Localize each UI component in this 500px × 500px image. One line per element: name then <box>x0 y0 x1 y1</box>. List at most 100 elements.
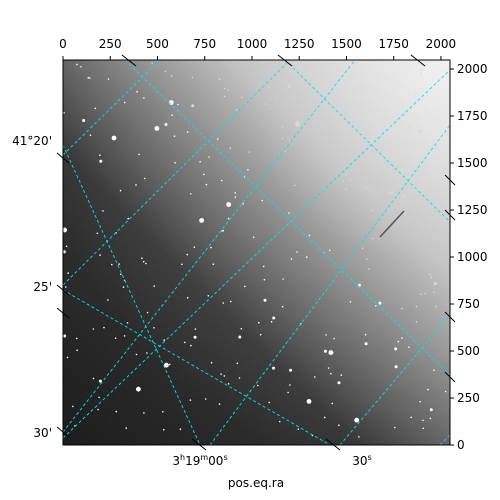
star <box>422 427 425 430</box>
star <box>397 340 400 343</box>
star <box>142 260 145 263</box>
star <box>400 185 402 188</box>
star <box>118 263 120 265</box>
star <box>186 253 189 256</box>
star <box>433 217 435 219</box>
star <box>65 245 68 248</box>
star <box>181 263 183 266</box>
star <box>364 342 368 346</box>
star <box>418 129 422 133</box>
star <box>264 103 267 105</box>
star <box>323 349 327 353</box>
star <box>411 145 413 148</box>
grid-line <box>63 60 291 286</box>
star <box>408 126 410 129</box>
star <box>220 373 222 375</box>
star <box>127 217 129 220</box>
plot-frame <box>62 59 451 446</box>
star <box>429 417 432 420</box>
x-tick-label: 1250 <box>284 37 315 51</box>
star <box>190 193 192 195</box>
star <box>226 202 232 207</box>
star <box>394 347 398 351</box>
star <box>199 160 201 163</box>
star <box>394 152 397 154</box>
star <box>430 276 433 279</box>
y-tick-label: 500 <box>457 344 480 358</box>
star <box>82 119 86 122</box>
star <box>199 218 205 223</box>
grid-line <box>209 124 450 445</box>
star <box>422 419 424 422</box>
star <box>99 154 101 156</box>
star <box>177 103 179 106</box>
star <box>281 305 284 308</box>
star <box>358 436 360 438</box>
star <box>426 188 429 190</box>
wcs-tick <box>56 307 70 319</box>
star <box>208 156 210 158</box>
star <box>349 124 353 128</box>
star <box>295 121 300 127</box>
satellite-streak <box>379 210 405 238</box>
star <box>281 126 284 128</box>
star <box>337 381 341 385</box>
star <box>406 150 409 153</box>
star <box>107 78 110 80</box>
star <box>368 268 370 270</box>
star <box>238 377 241 379</box>
image-noise <box>63 60 450 445</box>
coordinate-grid <box>63 60 450 445</box>
star <box>401 337 403 339</box>
star <box>263 298 267 302</box>
ra-tick-label-30s: 30s <box>352 453 371 468</box>
star <box>345 188 347 190</box>
star <box>205 183 208 186</box>
star <box>174 162 176 164</box>
star <box>247 168 249 171</box>
star <box>235 108 238 111</box>
star <box>240 327 243 330</box>
star <box>444 390 447 393</box>
star <box>136 90 138 93</box>
star <box>282 278 284 280</box>
star <box>346 82 349 85</box>
star <box>287 84 291 88</box>
x-tick-label: 0 <box>59 37 67 51</box>
y-tick-label: 1000 <box>457 250 488 264</box>
star <box>317 82 320 84</box>
star <box>433 369 435 372</box>
star <box>98 396 100 399</box>
star <box>234 192 236 194</box>
star <box>170 75 173 77</box>
ra-tick-label-3h19m00s: 3h19m00s <box>172 453 227 468</box>
wcs-tick <box>444 174 456 186</box>
star <box>210 246 212 249</box>
star <box>404 142 408 146</box>
star <box>410 416 413 419</box>
star <box>415 305 418 308</box>
star <box>289 368 293 372</box>
star <box>210 362 213 364</box>
star <box>323 416 326 419</box>
star <box>216 138 219 140</box>
wcs-tick <box>56 426 70 438</box>
star <box>234 196 237 198</box>
star <box>99 254 101 256</box>
star <box>99 159 103 163</box>
star <box>227 383 230 385</box>
star <box>340 374 343 376</box>
star <box>236 362 239 365</box>
star <box>429 408 433 412</box>
star <box>184 341 186 344</box>
star <box>230 300 232 303</box>
star <box>123 101 126 104</box>
star <box>96 232 99 235</box>
star <box>80 66 82 68</box>
grid-line <box>63 60 356 433</box>
star <box>375 305 377 307</box>
star <box>111 135 117 141</box>
y-tick-label: 2000 <box>457 62 488 76</box>
grid-line <box>63 69 450 439</box>
star <box>227 217 230 220</box>
